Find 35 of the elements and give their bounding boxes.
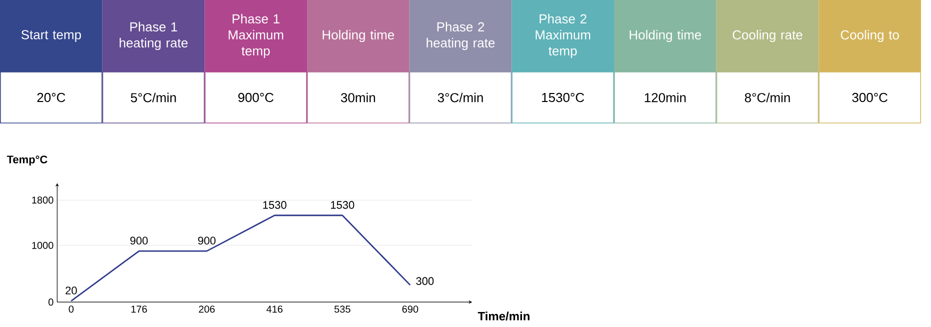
data-label: 20 [66, 286, 77, 294]
text: 300°C [852, 92, 888, 102]
text: 3°C/min [438, 92, 483, 102]
text: 8°C/min [744, 92, 790, 102]
category-label: Phase 1 heating rate [120, 22, 188, 50]
y-tick-label: 0 [48, 298, 54, 306]
category-label: Holding time [630, 30, 702, 42]
text: 120min [644, 92, 686, 102]
x-tick-label: 176 [131, 306, 147, 313]
category-label: Cooling to [840, 30, 899, 42]
text: 900°C [238, 92, 274, 102]
category-label: Cooling rate [732, 30, 802, 42]
x-tick-label: 206 [198, 306, 215, 313]
category-label: Phase 2 Maximum temp [536, 14, 590, 58]
text: 1530°C [542, 92, 584, 102]
x-axis-title: Time/min [478, 312, 530, 321]
data-label: 1530 [263, 201, 286, 209]
category-label: Holding time [322, 30, 394, 42]
x-tick-label: 535 [334, 306, 350, 313]
data-label: 900 [198, 236, 216, 245]
category-label: Start temp [21, 30, 81, 42]
x-tick-label: 0 [68, 306, 74, 313]
data-label: 900 [130, 236, 148, 245]
y-tick-label: 1800 [32, 196, 54, 204]
data-label: 1530 [330, 201, 354, 209]
y-axis-title: Temp°C [6, 156, 48, 166]
category-label: Phase 1 Maximum temp [228, 14, 284, 58]
x-tick-label: 416 [266, 306, 282, 313]
y-tick-label: 1000 [32, 242, 54, 249]
data-label: 300 [416, 277, 434, 285]
category-label: Phase 2 heating rate [426, 22, 495, 50]
text: 20°C [37, 92, 66, 102]
text: 5°C/min [130, 92, 176, 102]
text: 30min [340, 92, 376, 102]
x-tick-label: 690 [402, 306, 418, 313]
